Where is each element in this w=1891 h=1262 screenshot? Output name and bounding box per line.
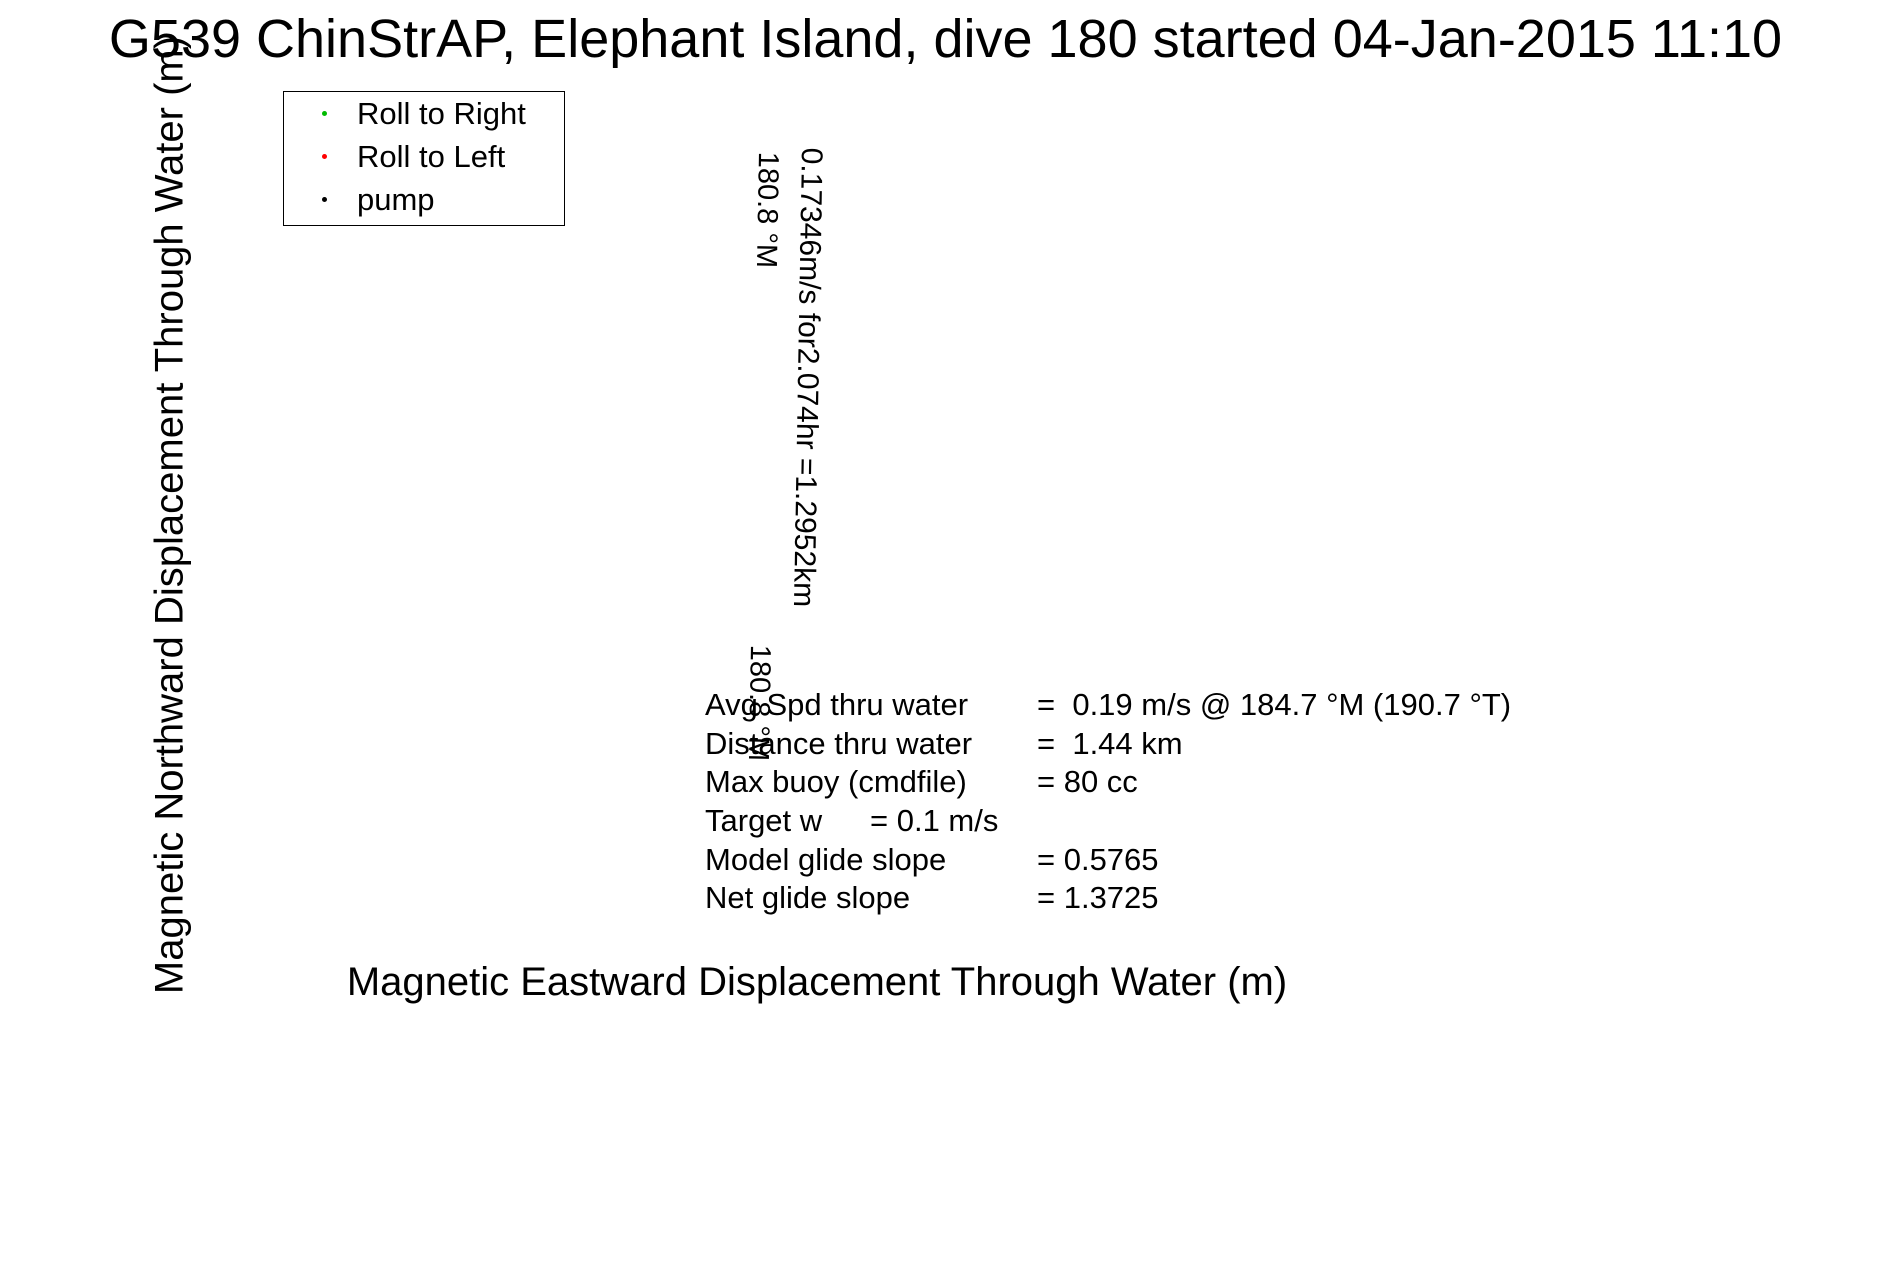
stat-avg-speed: Avg Spd thru water = 0.19 m/s @ 184.7 °M… — [705, 686, 1511, 725]
legend-item-roll-left: Roll to Left — [284, 135, 564, 178]
stat-max-buoy: Max buoy (cmdfile) = 80 cc — [705, 763, 1511, 802]
stat-net-glide-slope: Net glide slope = 1.3725 — [705, 879, 1511, 918]
stat-model-glide-slope: Model glide slope = 0.5765 — [705, 841, 1511, 880]
bearing-annotation-upper: 180.8 °M — [749, 151, 784, 269]
plot-title: G539 ChinStrAP, Elephant Island, dive 18… — [108, 9, 1783, 69]
stat-distance: Distance thru water = 1.44 km — [705, 725, 1511, 764]
roll-right-marker-icon — [322, 111, 327, 116]
legend: Roll to Right Roll to Left pump — [283, 91, 565, 226]
stat-value: = 0.19 m/s @ 184.7 °M (190.7 °T) — [1037, 687, 1512, 722]
legend-item-pump: pump — [284, 178, 564, 221]
stat-label: Net glide slope — [705, 880, 911, 916]
dive-stats-block: Avg Spd thru water = 0.19 m/s @ 184.7 °M… — [705, 686, 1511, 918]
legend-label-roll-left: Roll to Left — [357, 138, 506, 174]
pump-marker-icon — [322, 197, 327, 202]
stat-label: Target w — [705, 803, 823, 839]
stat-value: = 1.3725 — [1037, 880, 1159, 916]
legend-item-roll-right: Roll to Right — [284, 92, 564, 135]
stat-label: Max buoy (cmdfile) — [705, 764, 967, 800]
y-axis-label: Magnetic Northward Displacement Through … — [147, 35, 192, 995]
legend-label-roll-right: Roll to Right — [357, 95, 526, 131]
legend-label-pump: pump — [357, 181, 435, 217]
stat-target-w: Target w = 0.1 m/s — [705, 802, 1511, 841]
stat-value: = 0.5765 — [1037, 841, 1159, 877]
stat-value: = 0.1 m/s — [870, 803, 999, 839]
stat-label: Avg Spd thru water — [705, 687, 969, 722]
roll-left-marker-icon — [322, 154, 327, 159]
stat-label: Model glide slope — [705, 841, 947, 877]
stat-value: = 1.44 km — [1037, 725, 1183, 761]
x-axis-label: Magnetic Eastward Displacement Through W… — [346, 960, 1288, 1004]
stat-label: Distance thru water — [705, 725, 973, 761]
stat-value: = 80 cc — [1037, 764, 1138, 800]
